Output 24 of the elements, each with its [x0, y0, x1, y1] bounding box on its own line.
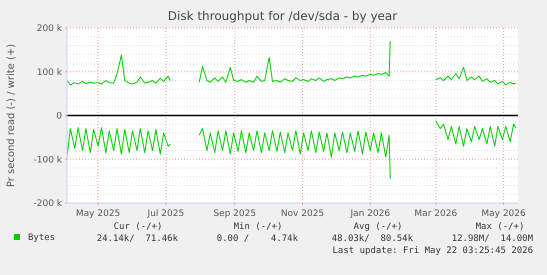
text: Last update: Fri May 22 03:25:45 2026: [332, 246, 533, 256]
x-tick-label: May 2026: [481, 209, 526, 219]
x-tick-label: Nov 2025: [280, 209, 324, 219]
x-tick-label: Sep 2025: [213, 209, 256, 219]
x-tick-label: May 2025: [76, 209, 120, 219]
text: 48.03k/ 80.54k: [332, 234, 414, 244]
chart-title: Disk throughput for /dev/sda - by year: [168, 9, 398, 23]
text: Max (-/+): [476, 222, 524, 232]
text: Avg (-/+): [354, 222, 402, 232]
text: Cur (-/+): [114, 222, 162, 232]
y-tick-label: 0: [56, 112, 62, 122]
x-tick-label: Jan 2026: [349, 209, 390, 219]
text: Min (-/+): [234, 222, 282, 232]
x-tick-label: Mar 2026: [414, 209, 458, 219]
legend-label: Bytes: [28, 233, 56, 243]
y-tick-label: 100 k: [36, 68, 63, 78]
text: 24.14k/ 71.46k: [96, 234, 179, 244]
y-axis-title: Pr second read (-) / write (+): [6, 44, 17, 188]
text: 0.00 / 4.74k: [216, 234, 299, 244]
y-tick-label: -200 k: [34, 199, 63, 210]
x-tick-label: Jul 2025: [146, 209, 184, 219]
y-tick-label: -100 k: [34, 155, 63, 166]
text: 12.98M/ 14.00M: [452, 234, 534, 244]
y-tick-label: 200 k: [36, 24, 63, 34]
